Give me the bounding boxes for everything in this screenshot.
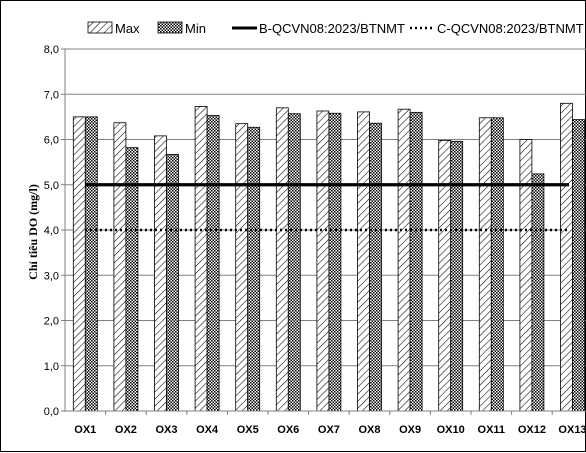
y-tick-label: 6,0: [44, 135, 59, 147]
bar-max-ox5: [235, 123, 249, 412]
x-tick-label: OX9: [399, 424, 421, 436]
bars-layer: [72, 102, 585, 412]
bar-max-ox3: [154, 135, 167, 412]
legend-swatch-max: [87, 21, 113, 34]
x-tick-label: OX10: [437, 424, 465, 436]
bar-max-ox4: [194, 106, 208, 412]
legend: Max Min B-QCVN08:2023/BTNMT C-QCVN08:2023/B…: [87, 21, 584, 36]
x-tick-label: OX11: [478, 424, 506, 436]
bar-min-ox8: [369, 122, 382, 412]
legend-label-b: B-QCVN08:2023/BTNMT: [259, 21, 405, 36]
legend-label-min: Min: [185, 21, 206, 36]
bar-min-ox4: [206, 115, 220, 412]
y-tick-label: 7,0: [44, 89, 59, 101]
bar-min-ox10: [450, 140, 464, 412]
x-tick-label: OX4: [196, 424, 219, 436]
y-tick-label: 8,0: [44, 44, 59, 56]
bar-max-ox7: [316, 110, 330, 412]
bar-min-ox7: [328, 112, 342, 412]
y-axis-title: Chỉ tiêu DO (mg/l): [26, 184, 40, 280]
x-tick-label: OX6: [277, 424, 299, 436]
bar-min-ox6: [287, 113, 301, 412]
x-tick-label: OX13: [558, 424, 586, 436]
y-tick-label: 1,0: [44, 361, 59, 373]
legend-label-c: C-QCVN08:2023/BTNMT: [437, 21, 584, 36]
x-tick-label: OX1: [74, 424, 96, 436]
bar-max-ox11: [478, 117, 492, 412]
bar-min-ox11: [490, 117, 504, 412]
reference-lines-layer: [85, 183, 569, 232]
bar-min-ox2: [125, 147, 139, 412]
y-tick-label: 3,0: [44, 270, 59, 282]
y-tick-label: 2,0: [44, 316, 59, 328]
bar-max-ox12: [519, 139, 533, 412]
legend-label-max: Max: [115, 21, 140, 36]
bar-min-ox9: [409, 111, 423, 412]
x-tick-label: OX5: [237, 424, 259, 436]
x-tick-label: OX2: [115, 424, 137, 436]
legend-swatch-min: [157, 21, 183, 34]
bar-max-ox13: [560, 102, 573, 412]
bar-min-ox5: [247, 126, 261, 412]
bar-max-ox9: [397, 108, 411, 412]
bar-max-ox1: [72, 116, 86, 412]
bar-min-ox1: [84, 116, 98, 412]
x-tick-label: OX12: [518, 424, 546, 436]
bar-min-ox3: [166, 154, 179, 412]
bar-max-ox10: [438, 140, 452, 412]
bar-max-ox8: [357, 111, 370, 412]
axis-layer: 0,0 1,0 2,0 3,0 4,0 5,0 6,0 7,0 8,0 OX1 OX2 OX3 OX4 O…: [44, 44, 586, 436]
x-tick-label: OX7: [318, 424, 340, 436]
x-tick-label: OX8: [358, 424, 380, 436]
y-tick-label: 0,0: [44, 406, 59, 418]
bar-min-ox13: [572, 119, 585, 412]
bar-min-ox12: [531, 173, 545, 412]
bar-max-ox6: [275, 107, 289, 412]
bar-max-ox2: [113, 122, 127, 412]
y-tick-label: 5,0: [44, 180, 59, 192]
x-tick-label: OX3: [155, 424, 177, 436]
y-tick-label: 4,0: [44, 225, 59, 237]
